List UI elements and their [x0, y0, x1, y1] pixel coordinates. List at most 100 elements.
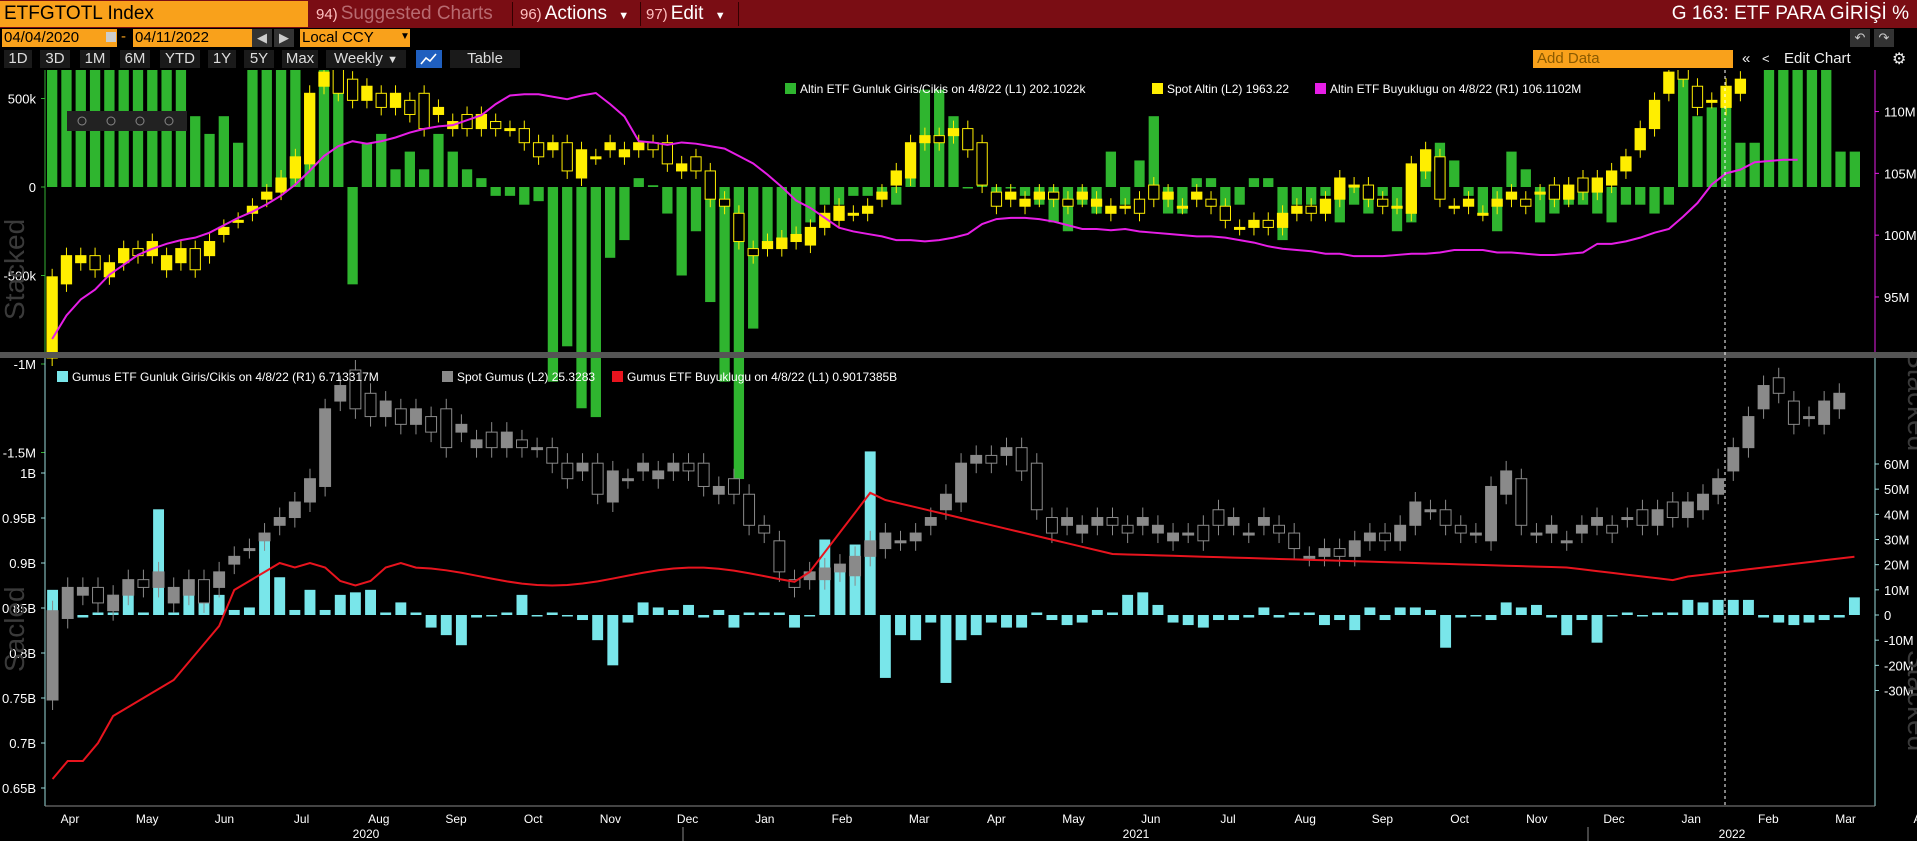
suggested-charts-menu[interactable]: 94) Suggested Charts [316, 3, 493, 24]
gold-candle [718, 198, 731, 207]
silver-candle [1197, 524, 1210, 542]
silver-candle [879, 532, 892, 550]
gold-candle [919, 135, 931, 144]
gold-candle [876, 191, 888, 200]
gold-candle [1205, 198, 1217, 207]
start-date-input[interactable]: 04/04/2020 [2, 29, 117, 47]
silver-candle [228, 555, 241, 565]
period-1y[interactable]: 1Y [208, 50, 236, 68]
gear-icon[interactable]: ⚙ [1892, 51, 1907, 68]
gold-flow-bar [948, 116, 959, 187]
period-3d[interactable]: 3D [40, 50, 70, 68]
arrow-left-icon[interactable]: ◀ [252, 29, 272, 47]
gold-flow-bar [519, 187, 530, 205]
period-ytd[interactable]: YTD [160, 50, 200, 68]
silver-candle [1212, 509, 1225, 526]
y-right-tick-label: 105M [1884, 166, 1917, 181]
x-tick-label: May [1062, 812, 1085, 826]
legend-swatch [442, 371, 453, 382]
x-tick-label: Dec [1603, 812, 1624, 826]
silver-flow-bar [1152, 604, 1164, 615]
silver-flow-bar [1591, 615, 1603, 643]
gold-candle [1090, 198, 1103, 207]
silver-candle [394, 408, 407, 425]
silver-flow-bar [1137, 592, 1149, 615]
silver-candle [1636, 509, 1649, 526]
silver-candle [1106, 517, 1119, 526]
legend-swatch [1152, 83, 1163, 94]
gold-flow-bar [390, 169, 401, 187]
silver-candle [1833, 392, 1846, 410]
silver-candle [425, 416, 438, 433]
table-button[interactable]: Table [450, 50, 520, 68]
gold-flow-bar [1821, 70, 1832, 188]
end-date-input[interactable]: 04/11/2022 [133, 29, 268, 47]
gold-flow-bar [633, 178, 644, 187]
silver-candle [516, 439, 528, 449]
gold-flow-bar [218, 116, 229, 187]
y-right-tick-label: 50M [1884, 482, 1909, 497]
silver-candle [1469, 532, 1482, 536]
silver-candle [92, 586, 104, 604]
silver-flow-bar [1046, 615, 1058, 621]
period-1d[interactable]: 1D [4, 50, 32, 68]
silver-candle [622, 478, 634, 482]
silver-flow-bar [652, 607, 664, 615]
draw-icon [106, 116, 116, 126]
period-6m[interactable]: 6M [120, 50, 150, 68]
silver-flow-bar [1712, 599, 1724, 615]
silver-flow-bar [168, 612, 180, 615]
currency-select[interactable]: Local CCY [300, 29, 410, 47]
gold-flow-bar [1720, 98, 1732, 187]
gold-flow-bar [1120, 187, 1131, 205]
gold-candle [962, 128, 974, 151]
silver-flow-bar [137, 612, 149, 615]
silver-flow-bar [546, 612, 558, 615]
gold-flow-bar [1263, 178, 1274, 187]
period-1m[interactable]: 1M [80, 50, 110, 68]
silver-candle [1000, 447, 1013, 456]
calendar-icon[interactable] [106, 32, 116, 42]
silver-candle [1697, 493, 1709, 511]
x-tick-label: Nov [600, 812, 621, 826]
add-data-input[interactable]: Add Data [1533, 50, 1733, 68]
period-max[interactable]: Max [282, 50, 318, 68]
gold-flow-bar [1205, 178, 1217, 187]
x-tick-label: Oct [524, 812, 543, 826]
edit-chart-button[interactable]: Edit Chart [1784, 50, 1851, 67]
collapse-icon[interactable]: « [1742, 50, 1751, 67]
redo-icon[interactable]: ↷ [1874, 29, 1894, 47]
silver-flow-bar [1606, 615, 1618, 617]
gold-candle [1477, 212, 1489, 216]
y-right-tick-label: 40M [1884, 507, 1909, 522]
chevron-left-icon[interactable]: < [1762, 51, 1770, 66]
gold-candle [1005, 191, 1017, 200]
gold-candle [1276, 212, 1289, 228]
gold-flow-bar [490, 187, 501, 196]
period-5y[interactable]: 5Y [244, 50, 274, 68]
ticker-field[interactable]: ETFGTOTL Index [0, 1, 308, 27]
silver-flow-bar [1576, 615, 1588, 621]
undo-icon[interactable]: ↶ [1850, 29, 1870, 47]
gold-flow-bar [1291, 187, 1303, 205]
actions-menu[interactable]: 96) Actions ▼ [520, 3, 630, 24]
silver-flow-bar [1258, 607, 1270, 615]
silver-flow-bar [713, 609, 725, 615]
silver-flow-bar [1742, 599, 1754, 615]
chevron-down-icon: ▼ [387, 54, 398, 66]
gold-flow-bar [1105, 151, 1117, 187]
chart-line-icon[interactable] [416, 50, 442, 68]
gold-candle [418, 92, 430, 130]
silver-candle [1030, 462, 1043, 511]
y-tick-label: -1.5M [3, 446, 36, 461]
silver-candle [849, 555, 862, 577]
frequency-select[interactable]: Weekly ▼ [326, 50, 406, 68]
arrow-right-icon[interactable]: ▶ [274, 29, 294, 47]
gold-flow-bar [1849, 151, 1860, 187]
silver-flow-bar [1288, 612, 1300, 615]
gold-candle [1706, 99, 1718, 103]
edit-menu[interactable]: 97) Edit ▼ [646, 3, 726, 24]
legend-label: Altin ETF Buyuklugu on 4/8/22 (R1) 106.1… [1330, 82, 1581, 96]
legend-swatch [785, 83, 796, 94]
silver-flow-bar [259, 539, 271, 615]
